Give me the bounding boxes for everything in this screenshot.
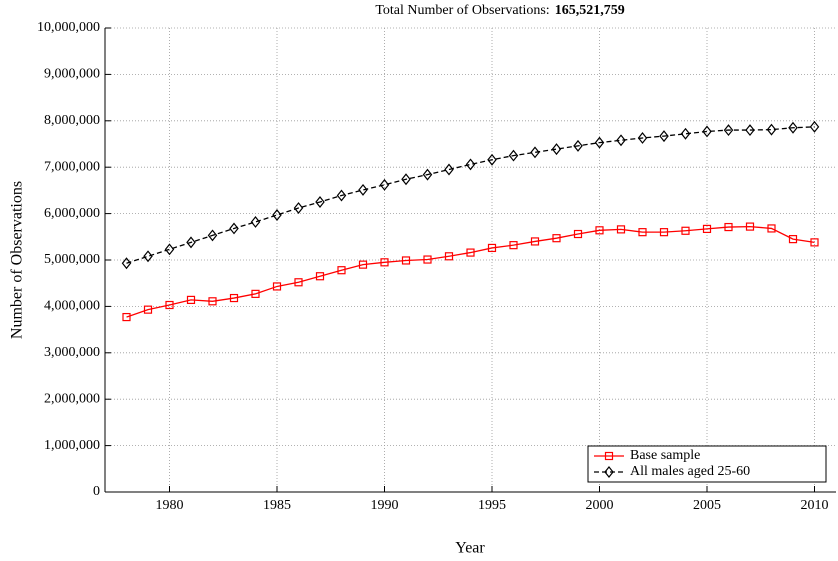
y-axis-label: Number of Observations [9,181,26,339]
data-point [208,297,217,306]
y-tick-label: 7,000,000 [44,159,100,174]
data-point [401,173,411,186]
data-point [164,243,175,256]
data-point [293,202,304,214]
data-point [681,226,690,235]
legend-marker [604,466,614,478]
data-point [616,134,626,147]
data-point [423,255,432,264]
data-point [724,222,733,232]
data-point [766,123,777,136]
y-tick-label: 5,000,000 [44,252,100,267]
data-point [594,136,605,149]
data-point [530,146,540,159]
data-point [444,163,454,176]
y-tick-label: 3,000,000 [44,345,100,360]
data-point [422,168,433,181]
y-tick-label: 9,000,000 [44,67,100,82]
data-point [229,293,239,303]
data-point [595,226,604,235]
data-point [745,222,755,231]
data-point [530,237,540,246]
legend-label: Base sample [630,448,700,463]
data-point [788,235,798,244]
data-point [637,132,648,144]
data-point [788,121,798,134]
data-point [143,250,153,263]
data-point [294,278,303,287]
data-point [508,149,519,162]
data-point [336,189,347,202]
data-point [702,224,712,234]
x-tick-label: 1990 [371,498,399,513]
data-point [723,124,734,137]
x-tick-label: 1985 [263,498,291,513]
y-tick-label: 8,000,000 [44,113,100,128]
data-point [509,241,518,250]
x-tick-label: 1980 [156,498,184,513]
legend-label: All males aged 25-60 [630,464,750,479]
y-tick-label: 2,000,000 [44,391,100,406]
title-number: 165,521,759 [555,3,625,18]
title-text: Total Number of Observations: [375,3,549,18]
chart-title: Total Number of Observations: 165,521,759 [375,3,624,18]
x-axis-label: Year [455,540,485,557]
data-point [745,124,755,137]
data-point [250,215,261,228]
data-point [702,125,712,138]
data-point [487,153,497,166]
data-point [315,196,325,208]
data-point [573,139,583,152]
data-point [229,222,239,235]
data-point [358,260,368,269]
data-point [551,143,562,156]
y-tick-label: 1,000,000 [44,438,100,453]
y-tick-label: 6,000,000 [44,206,100,221]
data-point [767,224,776,233]
x-tick-label: 2005 [693,498,721,513]
data-point [358,183,368,196]
data-point [251,289,260,298]
data-point [487,243,497,253]
data-point [465,158,476,171]
data-point [616,225,626,234]
y-tick-label: 4,000,000 [44,299,100,314]
data-point [552,234,561,243]
data-point [809,120,820,133]
series-line [126,225,815,318]
data-point [401,256,411,265]
y-tick-label: 0 [93,484,100,499]
x-tick-label: 2010 [801,498,829,513]
data-point [810,238,819,247]
data-point [337,266,346,275]
data-point [466,248,475,257]
legend-box [587,445,827,483]
data-point [165,300,174,310]
data-point [444,252,454,261]
data-point [186,236,196,249]
data-point [121,257,132,270]
data-point [659,130,669,143]
data-point [573,229,583,239]
data-point [207,229,218,242]
x-tick-label: 1995 [478,498,506,513]
x-tick-label: 2000 [586,498,614,513]
series-line [126,126,815,264]
data-point [379,178,390,191]
data-point [122,312,131,322]
data-point [186,295,196,305]
data-point [380,258,389,267]
data-point [315,272,325,281]
y-tick-label: 10,000,000 [37,20,100,35]
data-point [659,228,669,237]
legend-marker [604,451,614,461]
data-point [272,209,282,221]
data-point [272,282,282,291]
data-point [143,305,153,314]
data-point [638,228,647,237]
data-point [680,127,691,140]
